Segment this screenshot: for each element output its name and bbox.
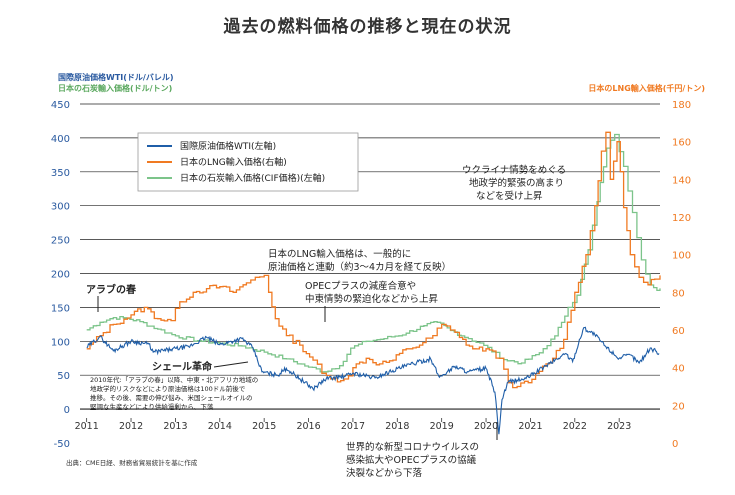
x-tick-label: 2012: [119, 421, 143, 432]
annotation-lng-note: 日本のLNG輸入価格は、一般的に: [268, 248, 411, 260]
annotation-shale-note: 堅調な生産などにより供給過剰から、下落: [90, 402, 214, 411]
annotation-ukraine: 地政学的緊張の高まり: [469, 177, 564, 189]
left-tick-label: 50: [57, 371, 70, 382]
annotation-lng-note: 原油価格と連動（約3～4カ月を経て反映）: [268, 261, 451, 273]
annotation-shale: シェール革命: [152, 360, 213, 373]
right-tick-label: 160: [672, 138, 691, 149]
x-tick-label: 2023: [607, 421, 631, 432]
x-tick-label: 2011: [75, 421, 99, 432]
left-axis-label-coal: 日本の石炭輸入価格(ドル/トン): [58, 84, 173, 93]
left-tick-label: 450: [51, 100, 70, 111]
legend-box: [137, 132, 359, 192]
annotation-shale-note: 2010年代:「アラブの春」以降、中東・北アフリカ地域の: [90, 375, 258, 384]
left-axis-label-wti: 国際原油価格WTI(ドル/バレル): [58, 73, 174, 82]
chart-title: 過去の燃料価格の推移と現在の状況: [223, 17, 512, 37]
left-tick-label: 350: [51, 168, 70, 179]
left-tick-label: 300: [51, 202, 70, 213]
right-tick-label: 120: [672, 213, 691, 224]
left-tick-label: 250: [51, 236, 70, 247]
series-wti-line: [86, 326, 660, 435]
legend-label-coal: 日本の石炭輸入価格(CIF価格)(左軸): [180, 172, 325, 184]
series-lng-line: [86, 131, 661, 389]
x-tick-label: 2021: [518, 421, 542, 432]
x-tick-label: 2018: [385, 421, 409, 432]
annotation-covid: 世界的な新型コロナウイルスの: [346, 441, 479, 453]
annotation-covid: 感染拡大やOPECプラスの協議: [346, 454, 477, 466]
right-tick-label: 180: [672, 100, 691, 111]
annotation-ukraine: ウクライナ情勢をめぐる: [462, 164, 566, 176]
x-tick-label: 2015: [252, 421, 276, 432]
right-tick-label: 0: [672, 439, 678, 450]
x-tick-label: 2019: [430, 421, 454, 432]
right-tick-label: 20: [672, 401, 685, 412]
source-note: 出典：CME日経、財務省貿易統計を基に作成: [66, 459, 198, 467]
left-tick-label: 400: [51, 134, 70, 145]
annotation-shale-note: 地政学的リスクなどにより原油価格は100ドル前後で: [90, 384, 246, 393]
right-tick-label: 60: [672, 326, 685, 337]
annotation-covid: 決裂などから下落: [346, 467, 423, 479]
left-tick-label: 200: [51, 270, 70, 281]
right-tick-label: 80: [672, 288, 685, 299]
shale-pointer: [213, 361, 249, 368]
annotation-shale-note: 推移。その後、需要の伸び悩み、米国シェールオイルの: [90, 393, 253, 402]
left-tick-label: 0: [64, 405, 70, 416]
right-tick-label: 40: [672, 364, 685, 375]
left-tick-label: 100: [51, 337, 70, 348]
x-tick-label: 2016: [296, 421, 320, 432]
x-tick-label: 2022: [563, 421, 587, 432]
x-tick-label: 2020: [474, 421, 498, 432]
legend-label-lng: 日本のLNG輸入価格(右軸): [180, 156, 287, 168]
series-coal-line: [86, 133, 661, 373]
left-tick-label: -50: [54, 439, 70, 450]
legend-label-wti: 国際原油価格WTI(左軸): [180, 140, 276, 152]
annotation-opec: OPECプラスの減産合意や: [305, 280, 416, 292]
right-tick-label: 100: [672, 251, 691, 262]
annotation-ukraine: などを受け上昇: [476, 190, 543, 202]
right-tick-label: 140: [672, 175, 691, 186]
right-axis-label-lng: 日本のLNG輸入価格(千円/トン): [588, 84, 705, 93]
annotation-arab-spring: アラブの春: [86, 283, 136, 296]
x-tick-label: 2017: [341, 421, 365, 432]
x-tick-label: 2014: [208, 421, 232, 432]
annotation-opec: 中東情勢の緊迫化などから上昇: [305, 293, 439, 305]
x-tick-label: 2013: [163, 421, 187, 432]
left-tick-label: 150: [51, 303, 70, 314]
